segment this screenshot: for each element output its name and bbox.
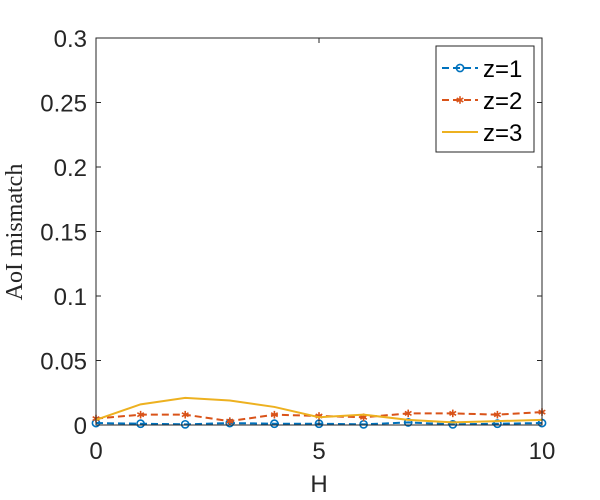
data-point [448,419,458,429]
series-line [95,396,543,424]
legend-label: z=3 [483,120,522,147]
data-point [404,409,412,418]
legend-entry: z=1 [442,56,522,83]
data-point [492,419,502,429]
y-axis-label: AoI mismatch [2,164,28,301]
y-tick-label: 0.2 [54,155,87,182]
data-point [136,410,145,419]
legend-entry: z=3 [442,120,522,147]
legend-marker [455,63,465,73]
data-point [270,410,279,419]
legend-box [435,45,535,153]
legend-marker [456,96,464,104]
legend-label: z=1 [483,56,522,83]
series-z=2 [92,408,546,425]
ticks-layer: 0 0.05 0.1 0.15 0.2 0.25 0.3 0 5 10 [40,26,555,465]
data-point [226,417,234,425]
y-tick-label: 0.1 [54,284,87,311]
data-point [181,410,189,419]
series-z=3 [95,396,543,424]
data-point [136,419,145,429]
data-point [493,410,502,419]
legend-entry: z=2 [442,88,522,115]
data-point [403,418,413,427]
y-tick-label: 0.3 [54,26,87,53]
legend-entries: z=1 z=2 z=3 [442,56,522,147]
x-tick-label: 0 [89,438,102,465]
y-tick-label: 0 [74,413,87,440]
data-point [449,409,457,418]
y-tick-label: 0.15 [40,220,87,247]
data-point [269,419,279,429]
legend-label: z=2 [483,88,522,115]
y-tick-label: 0.05 [40,349,87,376]
legend: z=1 z=2 z=3 [435,45,535,153]
x-tick-label: 10 [529,438,556,465]
x-tick-label: 5 [312,438,325,465]
x-axis-label: H [310,471,327,498]
data-point [180,419,190,429]
y-tick-label: 0.25 [40,91,87,118]
